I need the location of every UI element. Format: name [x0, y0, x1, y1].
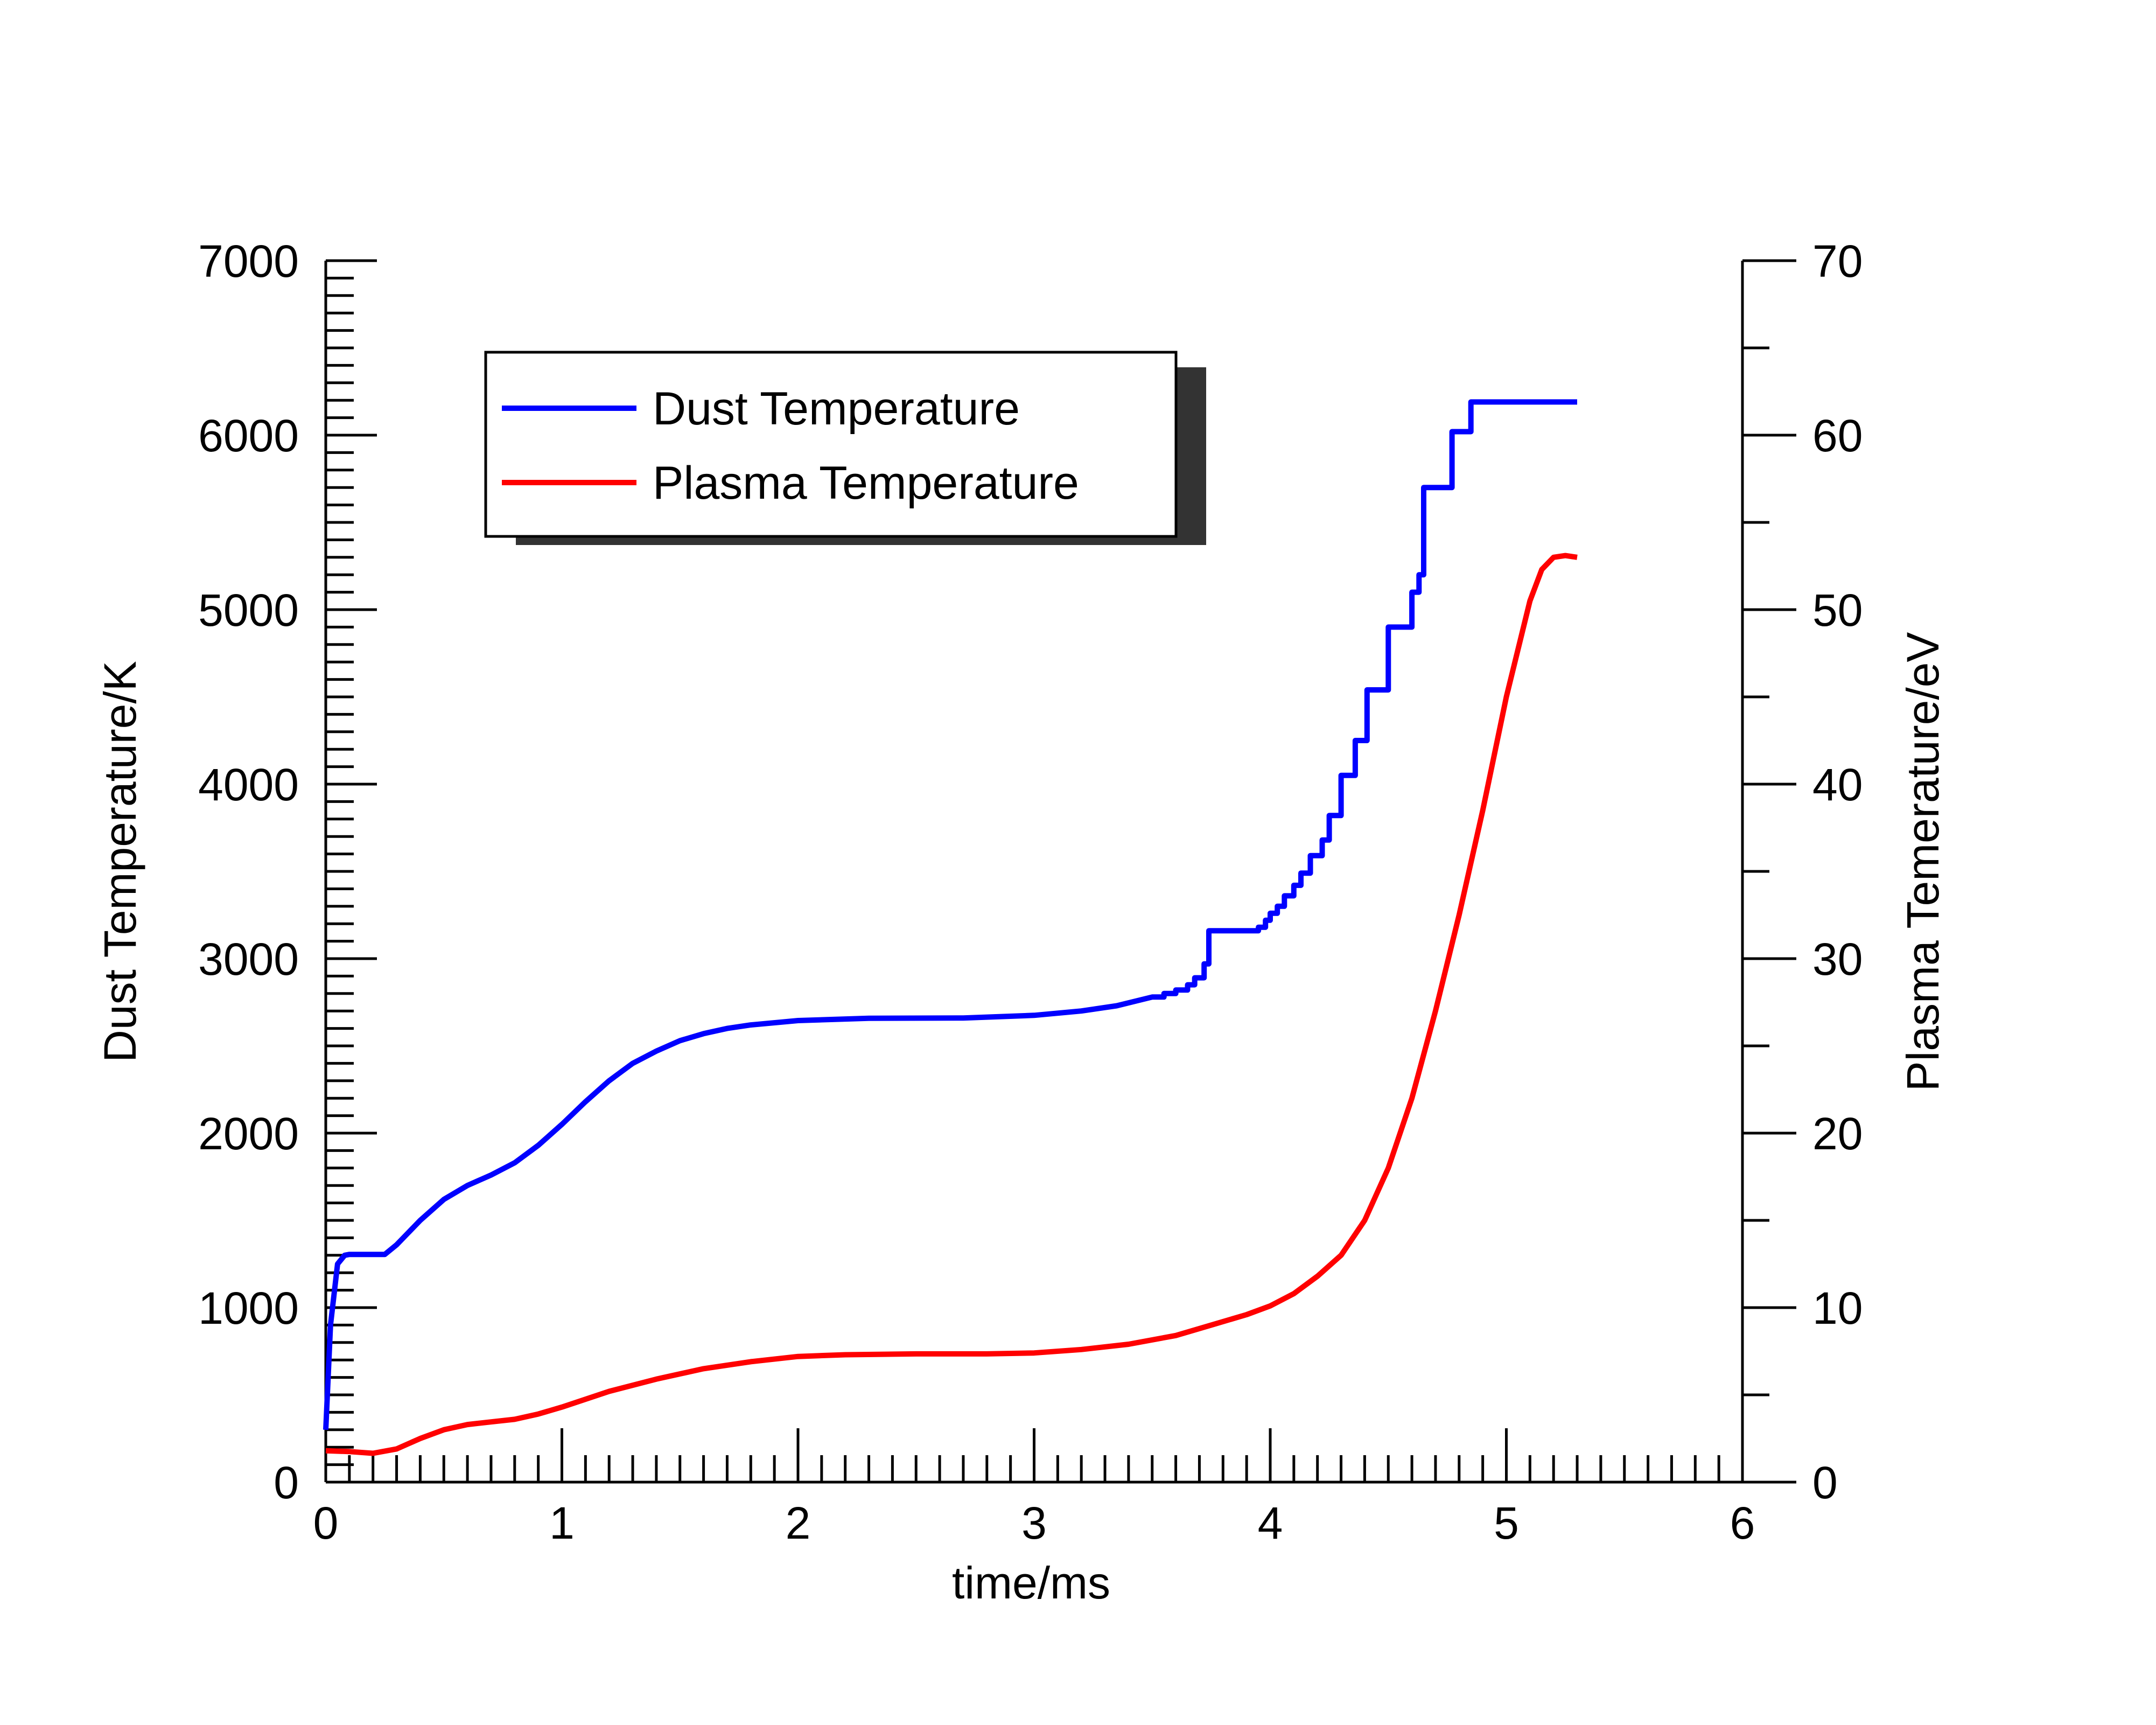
x-tick-label: 5	[1494, 1498, 1519, 1548]
legend-label-dust: Dust Temperature	[653, 383, 1020, 435]
series-layer	[323, 399, 1578, 1456]
x-axis-title: time/ms	[952, 1558, 1110, 1608]
y-tick-label: 0	[274, 1457, 299, 1508]
legend-label-plasma: Plasma Temperature	[653, 457, 1079, 509]
y2-axis-title: Plasma Temerature/eV	[1898, 632, 1948, 1092]
x-tick-label: 2	[786, 1498, 811, 1548]
y2-tick-label: 60	[1812, 410, 1863, 461]
y-tick-label: 2000	[198, 1108, 299, 1159]
y-axis-title: Dust Temperature/K	[95, 661, 145, 1062]
x-tick-label: 1	[549, 1498, 575, 1548]
y2-tick-label: 20	[1812, 1108, 1863, 1159]
legend: Dust Temperature Plasma Temperature	[484, 351, 1206, 545]
series-line-dust	[323, 399, 1577, 1430]
x-tick-label: 4	[1258, 1498, 1283, 1548]
x-tick-label: 3	[1021, 1498, 1047, 1548]
y2-tick-label: 0	[1812, 1457, 1838, 1508]
y-tick-label: 3000	[198, 934, 299, 984]
y-tick-label: 5000	[198, 585, 299, 635]
y-tick-label: 1000	[198, 1283, 299, 1333]
y2-tick-label: 30	[1812, 934, 1863, 984]
y2-tick-label: 50	[1812, 585, 1863, 635]
y-tick-label: 4000	[198, 759, 299, 810]
series-line-plasma	[325, 553, 1578, 1456]
y-tick-label: 6000	[198, 410, 299, 461]
ticks-layer: 0100020003000400050006000700001020304050…	[198, 236, 1863, 1548]
x-tick-label: 0	[313, 1498, 339, 1548]
y2-tick-label: 70	[1812, 236, 1863, 287]
y-tick-label: 7000	[198, 236, 299, 287]
legend-box	[484, 351, 1178, 538]
x-tick-label: 6	[1730, 1498, 1755, 1548]
y2-tick-label: 40	[1812, 759, 1863, 810]
y2-tick-label: 10	[1812, 1283, 1863, 1333]
